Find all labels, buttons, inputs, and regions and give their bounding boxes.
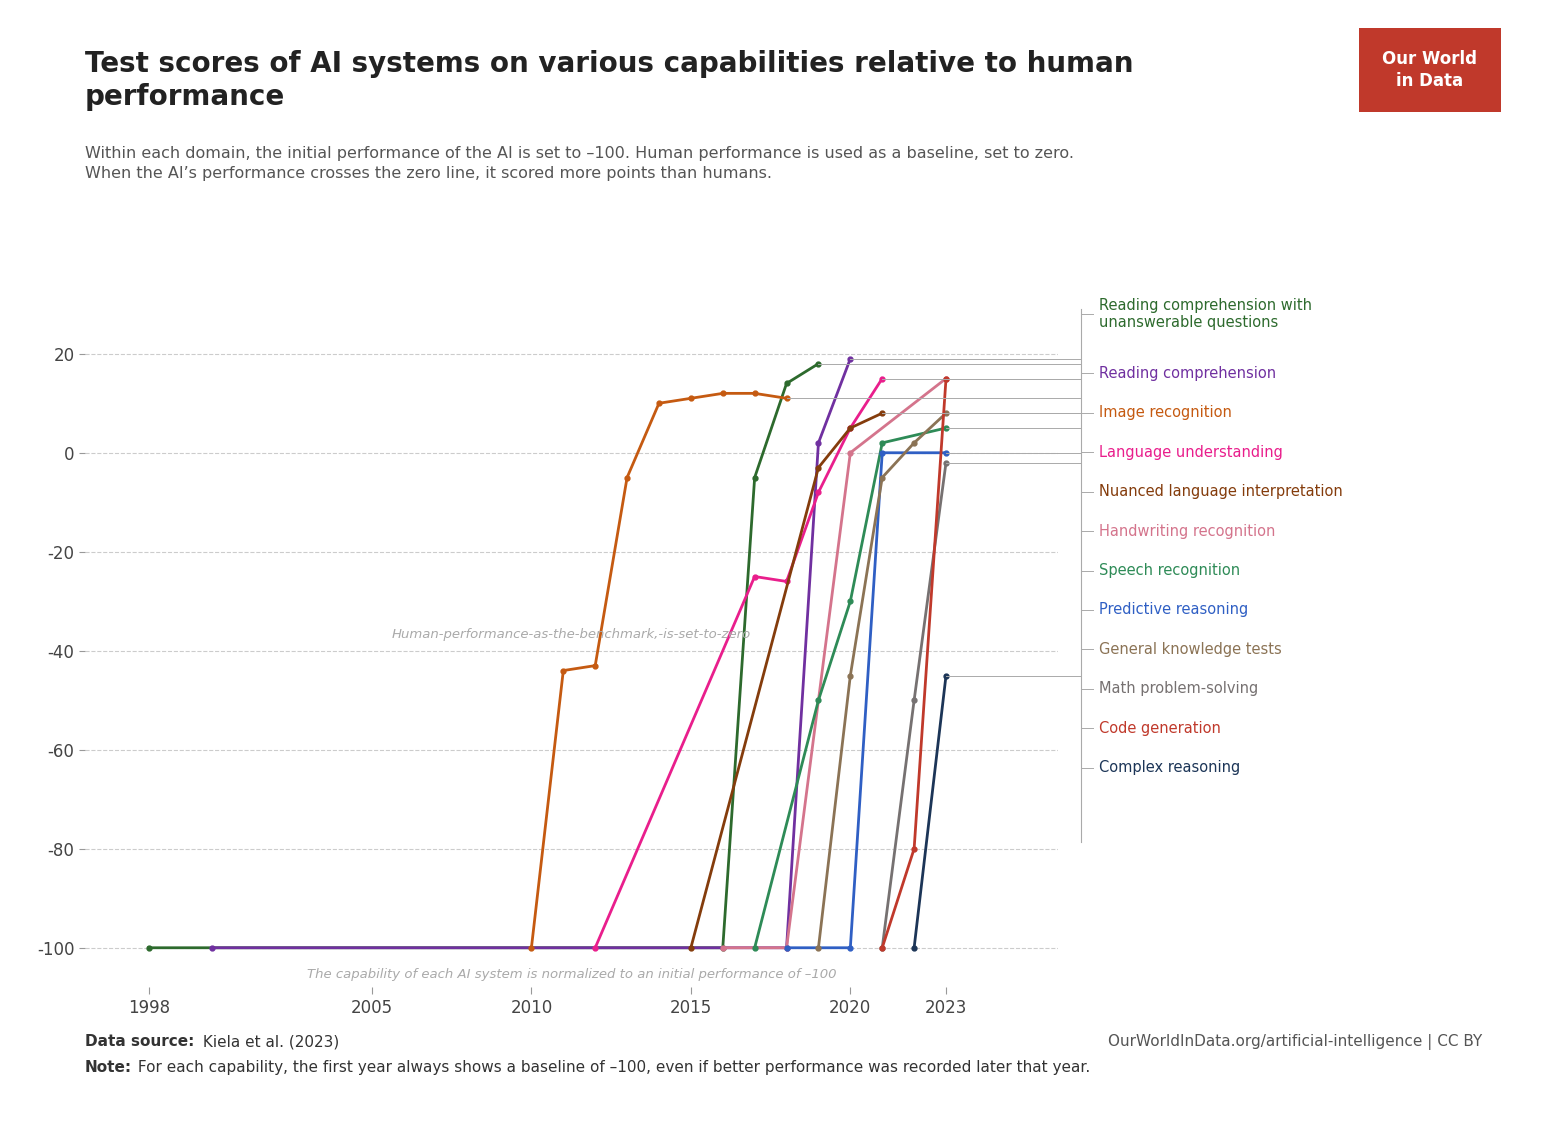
Text: The capability of each AI system is normalized to an initial performance of –100: The capability of each AI system is norm…	[307, 967, 835, 981]
Text: Speech recognition: Speech recognition	[1099, 563, 1240, 578]
Text: Within each domain, the initial performance of the AI is set to –100. Human perf: Within each domain, the initial performa…	[85, 146, 1075, 181]
Text: General knowledge tests: General knowledge tests	[1099, 642, 1282, 657]
Text: Complex reasoning: Complex reasoning	[1099, 761, 1240, 775]
Text: Code generation: Code generation	[1099, 720, 1221, 736]
Text: For each capability, the first year always shows a baseline of –100, even if bet: For each capability, the first year alwa…	[133, 1060, 1090, 1075]
Text: Test scores of AI systems on various capabilities relative to human
performance: Test scores of AI systems on various cap…	[85, 50, 1133, 111]
Text: Kiela et al. (2023): Kiela et al. (2023)	[198, 1034, 338, 1049]
Text: Nuanced language interpretation: Nuanced language interpretation	[1099, 485, 1343, 499]
Text: OurWorldInData.org/artificial-intelligence | CC BY: OurWorldInData.org/artificial-intelligen…	[1109, 1034, 1482, 1050]
Text: Math problem-solving: Math problem-solving	[1099, 681, 1258, 697]
Text: Data source:: Data source:	[85, 1034, 195, 1049]
Text: Our World
in Data: Our World in Data	[1382, 50, 1478, 90]
Text: Handwriting recognition: Handwriting recognition	[1099, 524, 1275, 539]
Text: Predictive reasoning: Predictive reasoning	[1099, 603, 1249, 617]
Text: Reading comprehension: Reading comprehension	[1099, 366, 1277, 380]
Text: Image recognition: Image recognition	[1099, 405, 1232, 421]
Text: Language understanding: Language understanding	[1099, 444, 1283, 460]
Text: Note:: Note:	[85, 1060, 133, 1075]
Text: Human­performance­as­the­benchmark,­is­set­to­zero: Human­performance­as­the­benchmark,­is­s…	[392, 627, 750, 641]
Text: Reading comprehension with
unanswerable questions: Reading comprehension with unanswerable …	[1099, 298, 1312, 330]
